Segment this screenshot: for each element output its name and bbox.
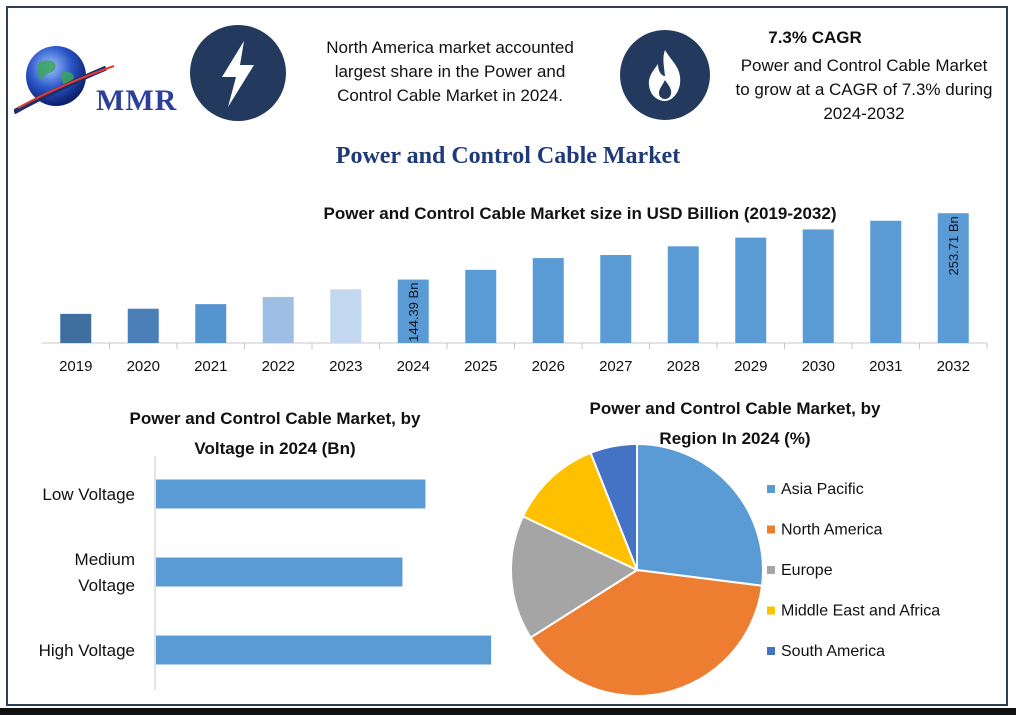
legend-label: Asia Pacific (781, 481, 864, 498)
bar (600, 255, 632, 343)
x-tick-label: 2029 (734, 358, 767, 375)
voltage-bar-chart: Low Voltage Medium Voltage High Voltage (39, 456, 492, 690)
pie-slice (521, 451, 639, 572)
info-left: North America market accounted largest s… (295, 36, 605, 108)
cagr-title: 7.3% CAGR (768, 28, 862, 47)
legend-label: North America (781, 522, 882, 539)
x-tick-label: 2024 (397, 358, 430, 375)
legend-label: Middle East and Africa (781, 603, 940, 620)
legend-swatch (767, 606, 775, 615)
bar (195, 304, 227, 343)
main-title: Power and Control Cable Market (335, 143, 681, 169)
bar (60, 313, 92, 343)
legend-label: Europe (781, 562, 833, 579)
region-pie-chart: Asia Pacific North America Europe Middle Ea… (510, 442, 940, 697)
bar (156, 479, 426, 509)
voltage-chart-title-line: Voltage in 2024 (Bn) (194, 439, 356, 458)
data-label: 253.71 Bn (946, 216, 961, 275)
bar (532, 258, 564, 343)
info-right: Power and Control Cable Market to grow a… (712, 54, 1016, 126)
x-tick-label: 2030 (802, 358, 835, 375)
pie-slice (510, 515, 640, 639)
bar (397, 279, 429, 343)
info-right-line: to grow at a CAGR of 7.3% during (735, 80, 993, 99)
category-label: High Voltage (39, 641, 135, 660)
legend-swatch (767, 525, 775, 534)
pie-slice (636, 442, 764, 587)
bottom-bar (0, 708, 1016, 715)
bar (870, 220, 902, 343)
mmr-logo (14, 46, 115, 115)
category-label: Low Voltage (42, 485, 135, 504)
voltage-chart-title: Power and Control Cable Market, by Volta… (40, 404, 510, 464)
x-tick-label: 2026 (532, 358, 565, 375)
x-tick-label: 2021 (194, 358, 227, 375)
bar (156, 635, 492, 665)
logo-text: MMR (96, 84, 178, 117)
info-right-line: Power and Control Cable Market (740, 56, 988, 75)
flame-icon-circle (620, 30, 710, 120)
x-tick-label: 2019 (59, 358, 92, 375)
data-label: 144.39 Bn (406, 283, 421, 342)
voltage-chart-title-line: Power and Control Cable Market, by (129, 409, 421, 428)
x-tick-label: 2025 (464, 358, 497, 375)
info-left-line: North America market accounted (326, 38, 574, 57)
legend-label: South America (781, 643, 885, 660)
info-left-line: largest share in the Power and (334, 62, 566, 81)
x-tick-label: 2032 (937, 358, 970, 375)
legend-swatch (767, 647, 775, 655)
legend-swatch (767, 485, 775, 493)
x-tick-label: 2027 (599, 358, 632, 375)
bar (262, 296, 294, 343)
legend-swatch (767, 566, 775, 574)
x-tick-label: 2028 (667, 358, 700, 375)
bar (465, 269, 497, 343)
info-left-line: Control Cable Market in 2024. (337, 86, 563, 105)
x-tick-label: 2022 (262, 358, 295, 375)
infographic-frame (6, 6, 1008, 706)
bar (330, 289, 362, 343)
lightning-icon-circle (190, 25, 286, 121)
bar (802, 229, 834, 343)
flame-icon (648, 50, 681, 101)
bar (937, 213, 969, 343)
bar (667, 246, 699, 343)
x-tick-label: 2031 (869, 358, 902, 375)
lightning-bolt-icon (222, 41, 254, 107)
bar (127, 308, 159, 343)
region-chart-title-line: Power and Control Cable Market, by (589, 399, 881, 418)
bar (156, 557, 403, 587)
info-right-line: 2024-2032 (823, 104, 905, 123)
region-chart-title-line: Region In 2024 (%) (659, 429, 811, 448)
category-label: Medium (75, 550, 135, 569)
region-chart-title: Power and Control Cable Market, by Regio… (500, 394, 970, 454)
pie-slice (589, 442, 638, 571)
category-label: Voltage (78, 576, 135, 595)
x-tick-label: 2020 (127, 358, 160, 375)
market-size-bar-chart: 2019 2020 2021 2022 2023 2024 144.39 Bn 2025 202… (42, 213, 988, 375)
market-size-chart-title: Power and Control Cable Market size in U… (323, 204, 837, 223)
x-tick-label: 2023 (329, 358, 362, 375)
bar (735, 237, 767, 343)
